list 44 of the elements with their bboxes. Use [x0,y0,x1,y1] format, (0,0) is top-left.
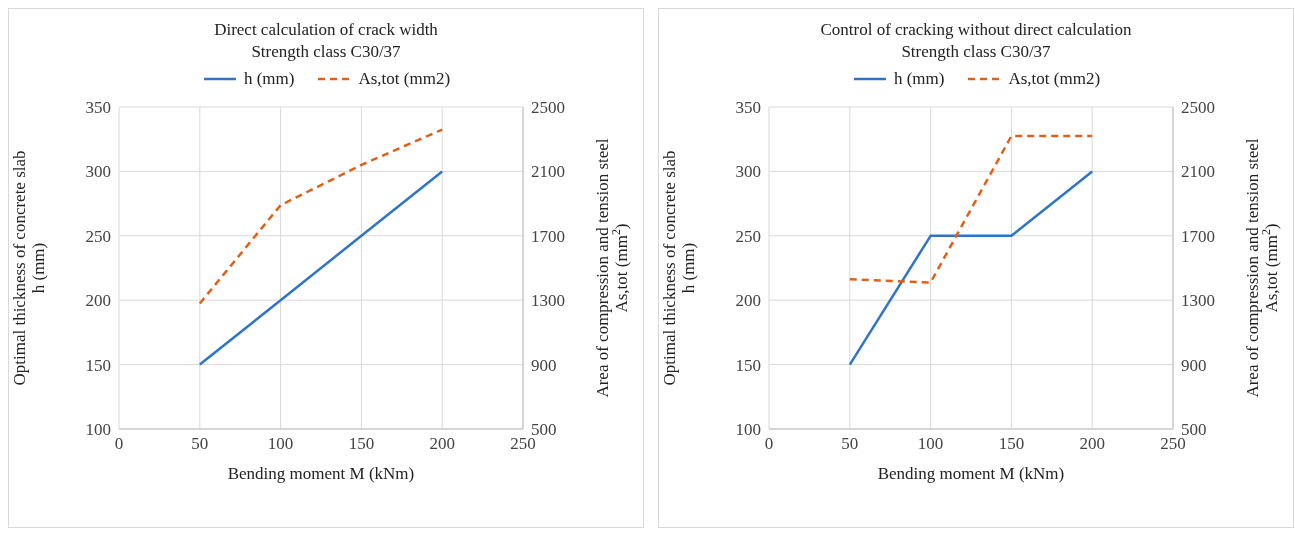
y-tick-label: 350 [85,98,111,118]
y2-tick-label: 900 [1181,355,1207,375]
y-tick-label: 100 [735,420,761,440]
y2-tick-label: 900 [531,355,557,375]
y-tick-label: 300 [735,162,761,182]
x-tick-label: 200 [1079,434,1105,454]
x-tick-label: 150 [348,434,375,454]
y-tick-label: 200 [735,291,761,311]
x-tick-label: 250 [510,434,536,454]
y2-tick-label: 2500 [1181,98,1215,118]
y-tick-label: 200 [85,291,111,311]
y-tick-label: 100 [85,420,111,440]
y-axis-title: Optimal thickness of concrete slab h (mm) [660,150,698,386]
x-tick-label: 0 [114,434,124,454]
y2-tick-label: 2500 [531,98,565,118]
x-axis-title: Bending moment M (kNm) [877,464,1065,483]
y-axis-title: Optimal thickness of concrete slab h (mm) [10,150,48,386]
legend-label: h (mm) [242,69,295,89]
y-tick-label: 150 [85,355,111,375]
x-axis-title: Bending moment M (kNm) [227,464,415,483]
y2-tick-label: 2100 [1181,162,1215,182]
legend-label: As,tot (mm2) [357,69,451,89]
x-tick-label: 50 [191,434,209,454]
x-tick-label: 150 [998,434,1025,454]
legend-label: h (mm) [892,69,945,89]
legend-label: As,tot (mm2) [1007,69,1101,89]
y-tick-label: 300 [85,162,111,182]
y2-tick-label: 1700 [1181,226,1215,246]
y2-tick-label: 2100 [531,162,565,182]
y-tick-label: 250 [735,226,761,246]
y-tick-label: 350 [735,98,761,118]
x-tick-label: 200 [429,434,455,454]
y-tick-label: 150 [735,355,761,375]
line-series [198,170,444,366]
y2-tick-label: 1300 [1181,291,1215,311]
x-tick-label: 100 [267,434,294,454]
x-tick-label: 50 [841,434,859,454]
x-tick-label: 0 [764,434,774,454]
y2-tick-label: 1700 [531,226,565,246]
line-series [198,128,444,305]
x-tick-label: 100 [917,434,944,454]
x-tick-label: 250 [1160,434,1186,454]
y-tick-label: 250 [85,226,111,246]
y2-tick-label: 1300 [531,291,565,311]
